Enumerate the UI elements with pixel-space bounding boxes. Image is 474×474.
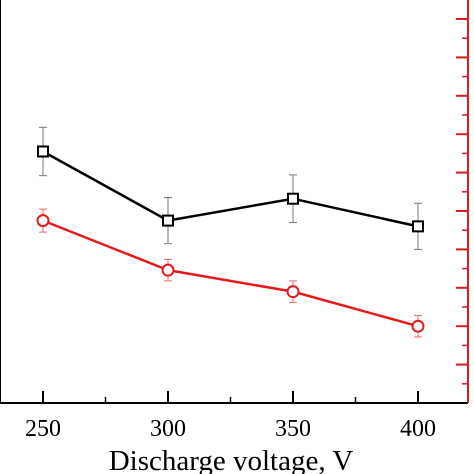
data-point-circle [36, 214, 50, 228]
series-layer [36, 126, 425, 338]
series-group [37, 126, 424, 250]
x-axis-title: Discharge voltage, V [109, 445, 354, 474]
data-point-square [162, 214, 174, 227]
data-point-square [412, 220, 424, 233]
right-axis-ticks [456, 18, 468, 385]
series-group [36, 208, 425, 338]
plot-frame [0, 0, 469, 404]
x-tick-labels: 250 300 350 400 [25, 416, 436, 442]
x-tick-label: 250 [25, 416, 61, 442]
x-tick-label: 350 [275, 416, 311, 442]
data-point-square [287, 192, 299, 205]
series-line [42, 219, 419, 328]
data-point-circle [286, 285, 300, 299]
x-tick-label: 400 [400, 416, 436, 442]
x-tick-label: 300 [150, 416, 186, 442]
data-point-circle [161, 263, 175, 277]
series-line [42, 150, 419, 228]
data-point-circle [411, 319, 425, 333]
data-point-square [37, 145, 49, 158]
x-ticks [42, 391, 419, 403]
